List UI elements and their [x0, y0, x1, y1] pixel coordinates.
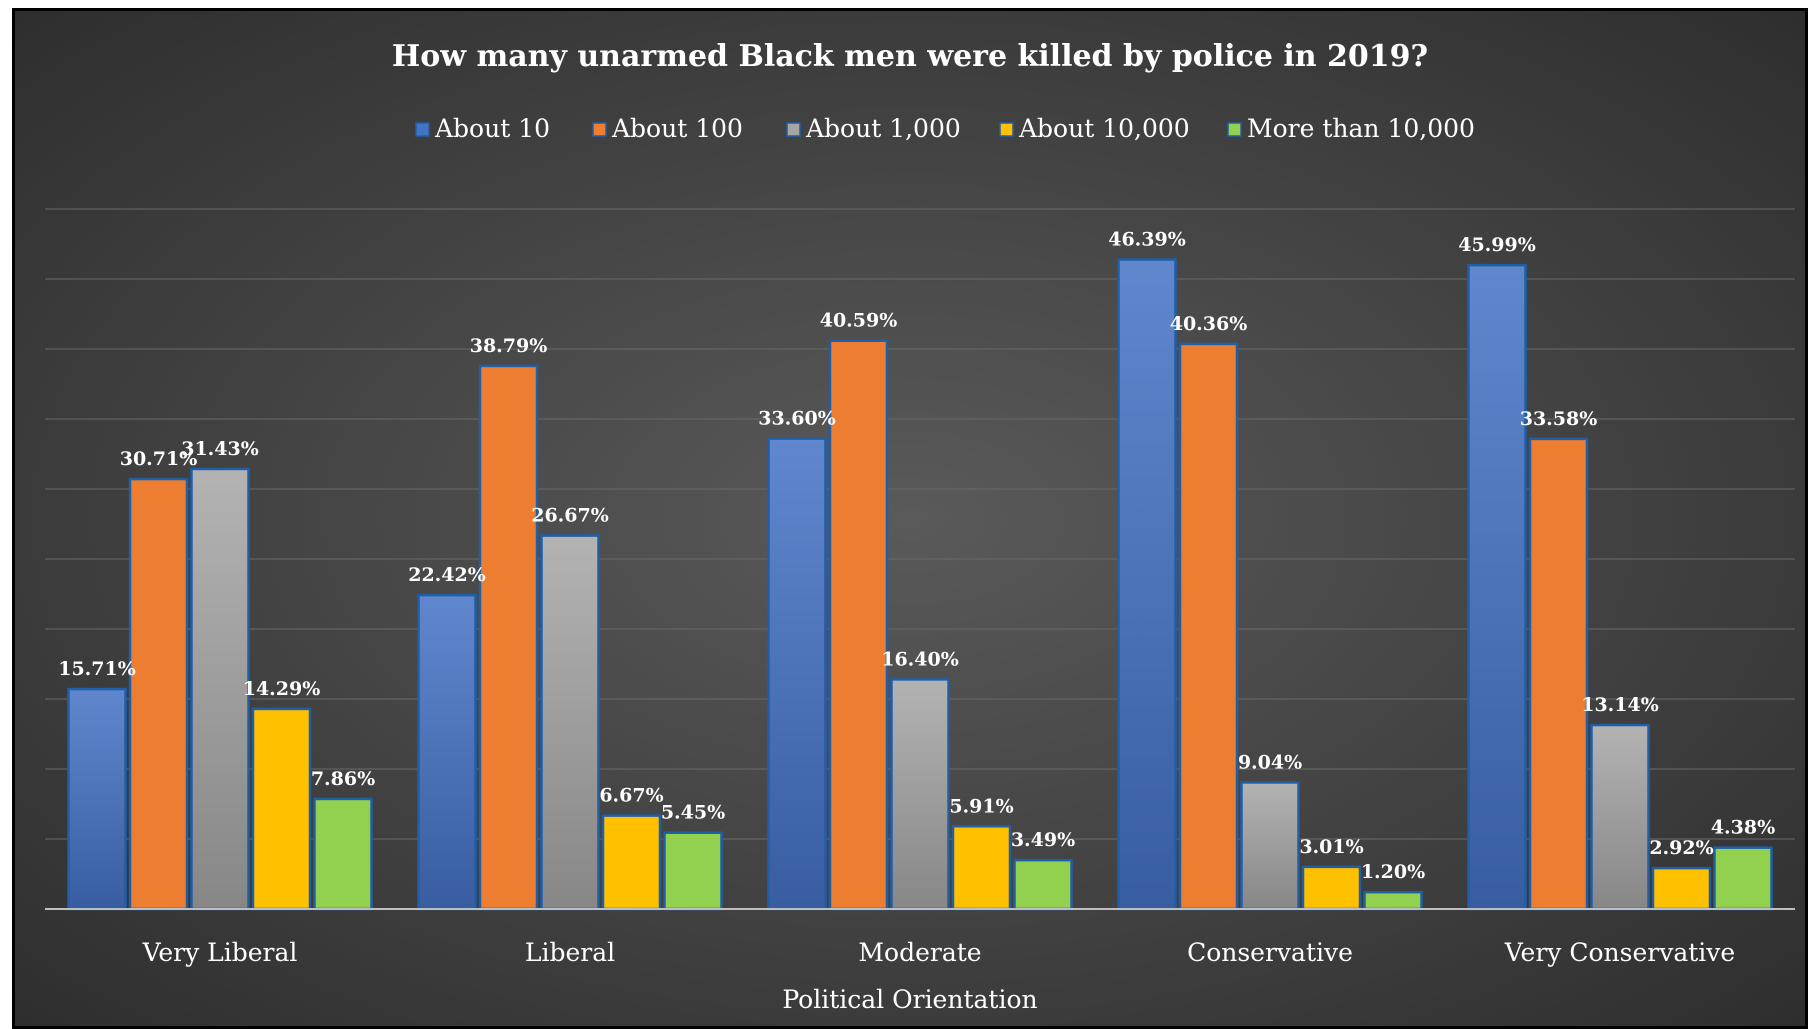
legend-swatch-about-100	[592, 122, 607, 137]
legend-swatch-about-10-000	[999, 122, 1014, 137]
legend-swatch-about-10	[415, 122, 430, 137]
bar-very-conservative-about-10	[1467, 263, 1527, 911]
data-label-conservative-more-than-10-000: 1.20%	[1361, 861, 1425, 883]
bar-liberal-more-than-10-000	[663, 831, 723, 911]
bar-very-conservative-about-10-000	[1651, 866, 1712, 911]
legend-swatch-more-than-10-000	[1227, 122, 1242, 137]
data-label-moderate-about-100: 40.59%	[820, 310, 898, 332]
gridlines	[45, 208, 1795, 840]
bar-conservative-about-10	[1117, 258, 1177, 911]
bar-moderate-about-1-000	[890, 678, 950, 911]
data-label-liberal-about-10-000: 6.67%	[599, 785, 663, 807]
legend-label-about-100: About 100	[611, 114, 743, 143]
data-label-liberal-about-10: 22.42%	[408, 564, 486, 586]
data-label-very-conservative-more-than-10-000: 4.38%	[1711, 817, 1775, 839]
x-axis-title: Political Orientation	[782, 985, 1037, 1014]
data-label-very-conservative-about-100: 33.58%	[1520, 408, 1598, 430]
bars	[67, 258, 1773, 911]
bar-moderate-about-100	[828, 339, 889, 911]
data-label-very-liberal-about-1-000: 31.43%	[181, 438, 259, 460]
data-label-very-conservative-about-1-000: 13.14%	[1581, 694, 1659, 716]
bar-conservative-about-10-000	[1301, 865, 1362, 911]
legend: About 10 About 100 About 1,000 About 10,000…	[415, 114, 1475, 143]
chart-frame: How many unarmed Black men were killed b…	[12, 8, 1808, 1029]
data-label-very-conservative-about-10: 45.99%	[1458, 234, 1536, 256]
data-label-liberal-about-1-000: 26.67%	[531, 505, 609, 527]
data-label-moderate-about-10: 33.60%	[758, 408, 836, 430]
bar-very-liberal-about-100	[128, 477, 189, 911]
bar-liberal-about-1-000	[540, 534, 600, 911]
bar-very-liberal-about-1-000	[190, 467, 250, 911]
bar-moderate-about-10	[767, 437, 827, 911]
data-label-very-liberal-about-100: 30.71%	[120, 448, 198, 470]
data-labels: 15.71% 30.71%31.43% 14.29% 7.86% 22.42% 38.79…	[58, 229, 1775, 884]
category-label-moderate: Moderate	[858, 938, 981, 967]
bar-very-liberal-more-than-10-000	[313, 797, 373, 911]
data-label-liberal-more-than-10-000: 5.45%	[661, 802, 725, 824]
bar-liberal-about-100	[478, 364, 539, 911]
bar-liberal-about-10	[417, 593, 477, 911]
bar-very-liberal-about-10	[67, 687, 127, 911]
bar-very-conservative-about-100	[1528, 437, 1589, 911]
data-label-conservative-about-1-000: 9.04%	[1238, 751, 1302, 773]
legend-label-about-10-000: About 10,000	[1018, 114, 1190, 143]
data-label-conservative-about-10: 46.39%	[1108, 229, 1186, 251]
bar-moderate-more-than-10-000	[1013, 858, 1073, 911]
category-label-very-liberal: Very Liberal	[142, 938, 298, 967]
data-label-conservative-about-10-000: 3.01%	[1299, 836, 1363, 858]
bar-very-conservative-about-1-000	[1590, 723, 1650, 911]
legend-label-about-1-000: About 1,000	[805, 114, 961, 143]
chart-canvas: How many unarmed Black men were killed b…	[45, 39, 1795, 1014]
data-label-very-liberal-about-10: 15.71%	[58, 658, 136, 680]
category-label-very-conservative: Very Conservative	[1504, 938, 1735, 967]
data-label-liberal-about-100: 38.79%	[470, 335, 548, 357]
bar-conservative-about-100	[1178, 342, 1239, 911]
data-label-moderate-more-than-10-000: 3.49%	[1011, 829, 1075, 851]
bar-very-liberal-about-10-000	[251, 707, 312, 911]
data-label-conservative-about-100: 40.36%	[1170, 313, 1248, 335]
data-label-moderate-about-10-000: 5.91%	[949, 795, 1013, 817]
category-labels: Very Liberal Liberal Moderate Conservative V…	[142, 938, 1736, 967]
bar-liberal-about-10-000	[601, 814, 662, 911]
chart-title: How many unarmed Black men were killed b…	[392, 39, 1428, 74]
bar-conservative-about-1-000	[1240, 781, 1300, 911]
data-label-very-liberal-about-10-000: 14.29%	[243, 678, 321, 700]
category-label-conservative: Conservative	[1187, 938, 1353, 967]
legend-label-more-than-10-000: More than 10,000	[1247, 114, 1475, 143]
bar-very-conservative-more-than-10-000	[1713, 846, 1773, 911]
bar-moderate-about-10-000	[951, 825, 1012, 911]
legend-swatch-about-1-000	[786, 122, 801, 137]
legend-label-about-10: About 10	[434, 114, 550, 143]
data-label-moderate-about-1-000: 16.40%	[881, 648, 959, 670]
category-label-liberal: Liberal	[525, 938, 615, 967]
data-label-very-liberal-more-than-10-000: 7.86%	[311, 768, 375, 790]
bar-conservative-more-than-10-000	[1363, 890, 1423, 911]
data-label-very-conservative-about-10-000: 2.92%	[1649, 837, 1713, 859]
